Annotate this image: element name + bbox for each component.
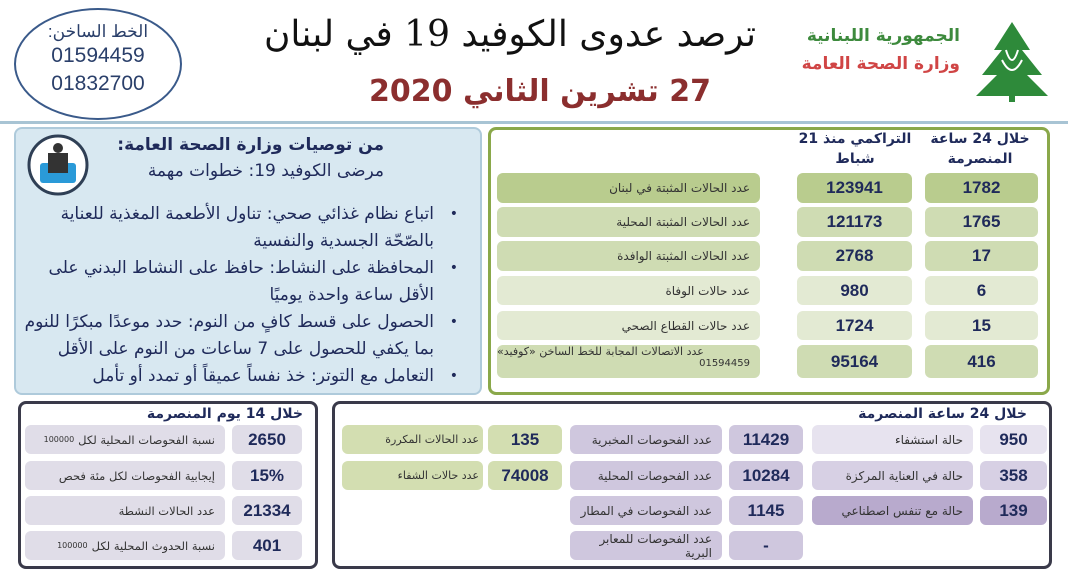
case-row-label: عدد الحالات المثبتة الوافدة [497, 241, 760, 271]
case-row-label-text: عدد الاتصالات المجابة للخط الساخن «كوفيد… [497, 345, 704, 358]
tests-value: 11429 [729, 425, 803, 454]
case-row-label: عدد الاتصالات المجابة للخط الساخن «كوفيد… [497, 345, 760, 378]
hospital-value: 950 [980, 425, 1047, 454]
case-daily-value: 15 [925, 311, 1038, 340]
recommendation-item: الحصول على قسط كافٍ من النوم: حدد موعدًا… [24, 309, 464, 363]
ministry-label: وزارة الصحة العامة [801, 54, 960, 74]
hours24-title: خلال 24 ساعة المنصرمة [858, 406, 1027, 422]
cases-panel [488, 127, 1050, 395]
days14-value: 2650 [232, 425, 302, 454]
days14-panel: خلال 14 يوم المنصرمة [18, 401, 318, 569]
case-daily-value: 416 [925, 345, 1038, 378]
per-population-label: 100000 [57, 541, 88, 550]
ministry-name: الجمهورية اللبنانية وزارة الصحة العامة [770, 22, 960, 78]
report-date: 27 تشرين الثاني 2020 [369, 74, 711, 109]
recommendation-item: المحافظة على النشاط: حافظ على النشاط الب… [24, 255, 464, 309]
col-header-cumulative: التراكمي منذ 21 شباط [798, 131, 912, 167]
case-cumulative-value: 2768 [797, 241, 912, 271]
case-row-label: عدد الحالات المثبتة المحلية [497, 207, 760, 237]
case-row-label: عدد الحالات المثبتة في لبنان [497, 173, 760, 203]
recommendations-title: من توصيات وزارة الصحة العامة: [117, 135, 384, 155]
hospital-row-label: حالة استشفاء [812, 425, 973, 454]
hotline-number: 01594459 [699, 358, 750, 369]
hours24-panel: خلال 24 ساعة المنصرمة [332, 401, 1052, 569]
case-cumulative-value: 980 [797, 276, 912, 305]
days14-label-text: إيجابية الفحوصات لكل مئة فحص [58, 468, 215, 483]
days14-title: خلال 14 يوم المنصرمة [146, 406, 303, 422]
republic-label: الجمهورية اللبنانية [806, 26, 960, 46]
days14-label-text: نسبة الفحوصات المحلية لكل [78, 432, 215, 447]
recommendation-item: اتباع نظام غذائي صحي: تناول الأطعمة المغ… [24, 201, 464, 255]
tests-value: 10284 [729, 461, 803, 490]
days14-label-text: نسبة الحدوث المحلية لكل [91, 538, 215, 553]
other-value: 74008 [488, 461, 562, 490]
tests-row-label: عدد الفحوصات المخبرية [570, 425, 722, 454]
hospital-value: 139 [980, 496, 1047, 525]
case-cumulative-value: 1724 [797, 311, 912, 340]
other-row-label: عدد الحالات المكررة [342, 425, 483, 454]
tests-value: 1145 [729, 496, 803, 525]
per-population-label: 100000 [43, 435, 75, 444]
recommendations-panel: من توصيات وزارة الصحة العامة: مرضى الكوف… [14, 127, 482, 395]
col-header-daily: خلال 24 ساعة المنصرمة [930, 131, 1030, 167]
hotline-badge: الخط الساخن: 01594459 01832700 [14, 8, 182, 120]
page-title: ترصد عدوى الكوفيد 19 في لبنان [263, 14, 757, 55]
hospital-row-label: حالة مع تنفس اصطناعي [812, 496, 973, 525]
case-daily-value: 6 [925, 276, 1038, 305]
days14-row-label: إيجابية الفحوصات لكل مئة فحص [25, 461, 225, 490]
tests-value: - [729, 531, 803, 560]
case-cumulative-value: 95164 [797, 345, 912, 378]
case-row-label: عدد حالات الوفاة [497, 276, 760, 305]
cedar-icon [976, 22, 1048, 102]
days14-value: 401 [232, 531, 302, 560]
hospital-value: 358 [980, 461, 1047, 490]
other-row-label: عدد حالات الشفاء [342, 461, 483, 490]
case-daily-value: 1765 [925, 207, 1038, 237]
case-row-label: عدد حالات القطاع الصحي [497, 311, 760, 340]
days14-row-label: عدد الحالات النشطة [25, 496, 225, 525]
tests-row-label: عدد الفحوصات للمعابر البرية [570, 531, 722, 560]
person-in-water-icon [27, 134, 89, 196]
case-daily-value: 17 [925, 241, 1038, 271]
case-daily-value: 1782 [925, 173, 1038, 203]
recommendation-item: التعامل مع التوتر: خذ نفساً عميقاً أو تم… [24, 363, 464, 390]
days14-row-label: نسبة الحدوث المحلية لكل 100000 [25, 531, 225, 560]
days14-value: 15% [232, 461, 302, 490]
days14-value: 21334 [232, 496, 302, 525]
divider [0, 121, 1068, 124]
case-cumulative-value: 123941 [797, 173, 912, 203]
tests-row-label: عدد الفحوصات في المطار [570, 496, 722, 525]
recommendations-subtitle: مرضى الكوفيد 19: خطوات مهمة [147, 161, 384, 181]
tests-row-label: عدد الفحوصات المحلية [570, 461, 722, 490]
hotline-number: 01832700 [51, 72, 145, 95]
hospital-row-label: حالة في العناية المركزة [812, 461, 973, 490]
days14-row-label: نسبة الفحوصات المحلية لكل 100000 [25, 425, 225, 454]
hotline-number: 01594459 [51, 44, 145, 67]
other-value: 135 [488, 425, 562, 454]
days14-label-text: عدد الحالات النشطة [118, 503, 215, 518]
case-cumulative-value: 121173 [797, 207, 912, 237]
hotline-label: الخط الساخن: [47, 22, 149, 41]
